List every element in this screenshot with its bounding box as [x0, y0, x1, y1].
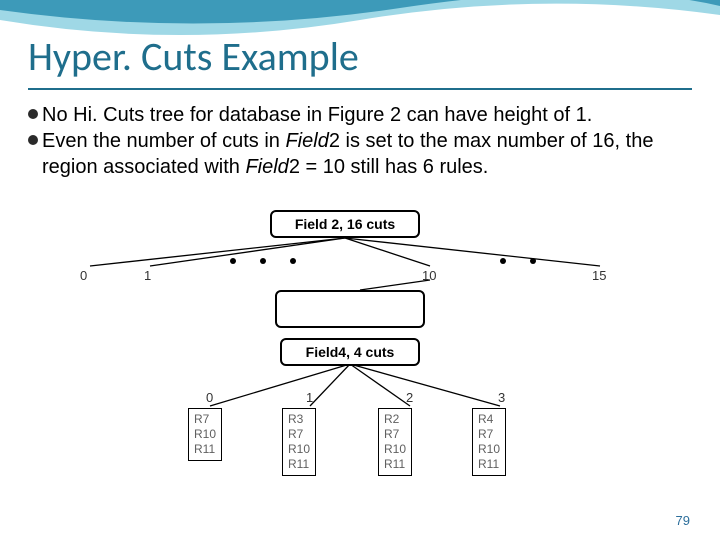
edge-label: 15: [592, 268, 606, 283]
bullet-dot-icon: [28, 109, 38, 119]
page-number: 79: [676, 513, 690, 528]
leaf-line: R10: [384, 442, 406, 457]
leaf-line: R7: [478, 427, 500, 442]
leaf-node: R4 R7 R10 R11: [472, 408, 506, 476]
leaf-line: R3: [288, 412, 310, 427]
edge-label: 10: [422, 268, 436, 283]
bullet-item: No Hi. Cuts tree for database in Figure …: [28, 102, 692, 128]
ellipsis-dot-icon: [500, 258, 506, 264]
bullet-text: No Hi. Cuts tree for database in Figure …: [42, 102, 692, 128]
edge-label: 3: [498, 390, 505, 405]
sub-root-node: Field4, 4 cuts: [280, 338, 420, 366]
edge-label: 0: [206, 390, 213, 405]
bullet-dot-icon: [28, 135, 38, 145]
wave-light: [0, 0, 720, 35]
leaf-line: R11: [478, 457, 500, 472]
leaf-line: R10: [288, 442, 310, 457]
leaf-line: R4: [478, 412, 500, 427]
tree-diagram: Field 2, 16 cuts 0 1 10 15 Field4, 4 cut…: [60, 210, 660, 510]
ellipsis-dot-icon: [260, 258, 266, 264]
leaf-line: R7: [384, 427, 406, 442]
title-underline: [28, 88, 692, 90]
leaf-node: R2 R7 R10 R11: [378, 408, 412, 476]
edge-label: 1: [306, 390, 313, 405]
leaf-line: R11: [288, 457, 310, 472]
edge-label: 1: [144, 268, 151, 283]
wave-dark: [0, 0, 720, 24]
slide-title: Hyper. Cuts Example: [28, 32, 359, 81]
leaf-line: R11: [384, 457, 406, 472]
leaf-line: R2: [384, 412, 406, 427]
root-node: Field 2, 16 cuts: [270, 210, 420, 238]
leaf-node: R7 R10 R11: [188, 408, 222, 461]
edge-label: 0: [80, 268, 87, 283]
edge-label: 2: [406, 390, 413, 405]
leaf-line: R10: [194, 427, 216, 442]
leaf-line: R7: [288, 427, 310, 442]
bullet-text: Even the number of cuts in Field2 is set…: [42, 128, 692, 180]
leaf-line: R11: [194, 442, 216, 457]
bullet-list: No Hi. Cuts tree for database in Figure …: [28, 102, 692, 180]
bullet-item: Even the number of cuts in Field2 is set…: [28, 128, 692, 180]
leaf-line: R10: [478, 442, 500, 457]
ellipsis-dot-icon: [530, 258, 536, 264]
blank-node: [275, 290, 425, 328]
ellipsis-dot-icon: [230, 258, 236, 264]
leaf-node: R3 R7 R10 R11: [282, 408, 316, 476]
leaf-line: R7: [194, 412, 216, 427]
ellipsis-dot-icon: [290, 258, 296, 264]
